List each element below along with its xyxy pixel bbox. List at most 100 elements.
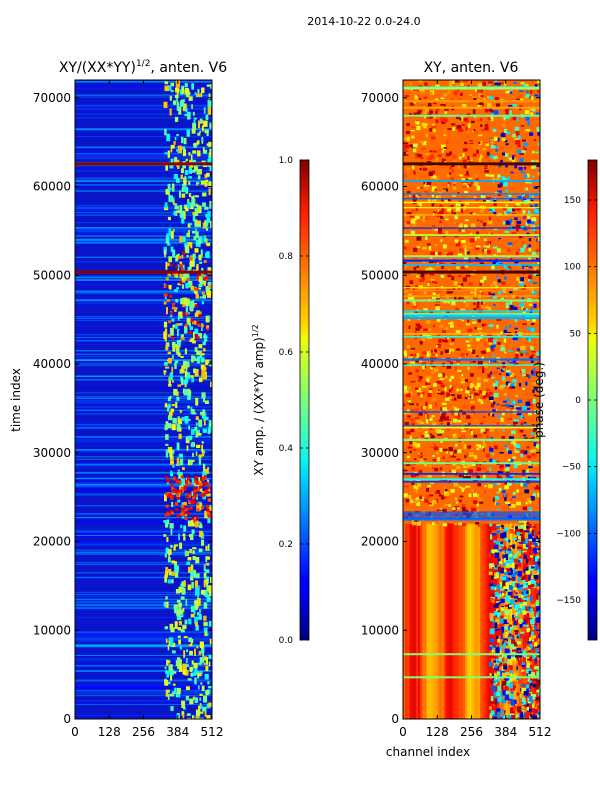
heatmap-hot-cell (167, 513, 171, 517)
phase-cell (480, 422, 484, 425)
phase-cell (412, 228, 417, 231)
phase-cell (476, 503, 479, 507)
phase-cell (502, 629, 506, 636)
phase-cell (429, 417, 433, 421)
phase-cell (536, 362, 540, 365)
phase-cell (505, 595, 509, 601)
heatmap-hot-cell (176, 514, 180, 518)
phase-cell (473, 353, 477, 358)
phase-cell (497, 471, 503, 474)
phase-cell (427, 475, 432, 478)
phase-cell (504, 632, 508, 637)
phase-cell (470, 158, 473, 161)
phase-cell (496, 482, 501, 486)
phase-cell (444, 111, 448, 114)
phase-cell (443, 118, 448, 123)
heatmap-cell (203, 413, 207, 421)
heatmap-cell (192, 150, 197, 154)
y-tick-label: 0 (63, 712, 71, 726)
phase-cell (432, 225, 435, 228)
phase-cell (443, 496, 447, 499)
heatmap-cell (181, 193, 186, 198)
heatmap-cell (167, 644, 170, 651)
phase-cell (496, 491, 500, 494)
phase-cell (523, 302, 529, 306)
heatmap-hot-cell (173, 488, 177, 492)
heatmap-cell (177, 663, 179, 670)
phase-cell (533, 442, 537, 447)
phase-cell (505, 152, 509, 158)
phase-cell (525, 470, 528, 473)
phase-cell (408, 372, 412, 375)
phase-cell (451, 301, 456, 306)
heatmap-cell (185, 158, 188, 162)
phase-cell (432, 268, 436, 273)
heatmap-cell (209, 164, 212, 172)
phase-cell (519, 90, 524, 92)
phase-cell (495, 565, 498, 568)
heatmap-hot-cell (163, 301, 167, 305)
heatmap-cell (170, 231, 174, 239)
heatmap-cell (176, 457, 180, 465)
phase-cell (528, 266, 533, 269)
phase-stripe (403, 299, 540, 302)
heatmap-hot-cell (193, 480, 197, 484)
heatmap-cell (208, 152, 212, 161)
phase-cell (471, 507, 476, 513)
heatmap-cell (180, 583, 182, 587)
heatmap-cell (168, 377, 172, 382)
phase-cell (451, 386, 454, 391)
heatmap-cell (177, 635, 181, 639)
phase-cell (472, 153, 477, 157)
phase-cell (534, 625, 537, 630)
phase-cell (454, 215, 459, 220)
phase-cell (431, 430, 434, 433)
heatmap-hot-cell (171, 494, 175, 498)
phase-cell (536, 165, 540, 167)
phase-cell (415, 327, 420, 331)
phase-cell (470, 430, 473, 435)
phase-cell (488, 396, 494, 401)
phase-cell (538, 377, 540, 381)
phase-cell (471, 223, 476, 228)
phase-cell (474, 385, 479, 390)
heatmap-stripe (75, 471, 212, 474)
phase-cell (498, 205, 502, 208)
heatmap-cell (164, 337, 167, 342)
phase-cell (477, 319, 482, 323)
phase-cell (493, 202, 497, 206)
phase-cell (480, 124, 483, 127)
phase-stripe (403, 198, 540, 200)
phase-cell (512, 654, 517, 661)
phase-cell (528, 695, 533, 702)
phase-cell (497, 190, 502, 193)
phase-cell (454, 406, 457, 411)
phase-cell (515, 117, 519, 121)
heatmap-cell (197, 205, 202, 214)
phase-cell (531, 715, 534, 719)
phase-cell (488, 208, 492, 211)
phase-cell (494, 711, 500, 715)
phase-cell (480, 195, 486, 200)
phase-cell (446, 364, 452, 369)
phase-cell (443, 101, 446, 105)
heatmap-cell (195, 422, 198, 426)
phase-cell (497, 612, 501, 619)
heatmap-cell (181, 277, 185, 281)
phase-cell (442, 479, 448, 483)
heatmap-cell (203, 656, 207, 661)
phase-cell (520, 247, 525, 253)
heatmap-hot-cell (185, 312, 189, 316)
phase-cell (473, 360, 476, 363)
heatmap-cell (202, 348, 206, 352)
phase-cell (476, 185, 481, 191)
heatmap-cell (204, 673, 209, 680)
phase-cell (509, 198, 513, 201)
phase-cell (523, 174, 528, 179)
phase-cell (474, 326, 477, 330)
phase-cell (492, 572, 498, 577)
phase-cell (523, 565, 527, 569)
phase-cell (476, 467, 482, 472)
phase-cell (488, 412, 491, 417)
phase-cell (452, 346, 457, 351)
